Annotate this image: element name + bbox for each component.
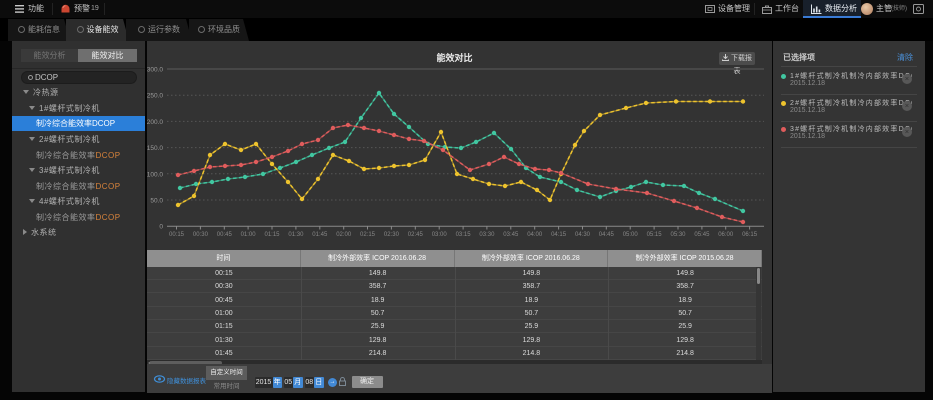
svg-text:03:15: 03:15 bbox=[456, 232, 472, 238]
svg-text:05:00: 05:00 bbox=[623, 232, 639, 238]
svg-text:03:45: 03:45 bbox=[503, 232, 519, 238]
svg-text:01:00: 01:00 bbox=[241, 232, 257, 238]
svg-text:0: 0 bbox=[159, 224, 163, 231]
svg-text:04:45: 04:45 bbox=[599, 232, 615, 238]
svg-text:04:15: 04:15 bbox=[551, 232, 567, 238]
svg-text:100.0: 100.0 bbox=[147, 171, 164, 178]
svg-text:150.0: 150.0 bbox=[147, 145, 164, 152]
svg-text:04:00: 04:00 bbox=[527, 232, 543, 238]
svg-text:01:45: 01:45 bbox=[312, 232, 328, 238]
svg-text:04:30: 04:30 bbox=[575, 232, 591, 238]
svg-text:02:00: 02:00 bbox=[336, 232, 352, 238]
svg-text:00:30: 00:30 bbox=[193, 232, 209, 238]
svg-text:03:00: 03:00 bbox=[432, 232, 448, 238]
svg-text:02:15: 02:15 bbox=[360, 232, 376, 238]
svg-text:05:30: 05:30 bbox=[670, 232, 686, 238]
svg-text:01:15: 01:15 bbox=[264, 232, 280, 238]
svg-text:05:45: 05:45 bbox=[694, 232, 710, 238]
svg-text:06:15: 06:15 bbox=[742, 232, 758, 238]
svg-text:03:30: 03:30 bbox=[479, 232, 495, 238]
svg-text:250.0: 250.0 bbox=[147, 93, 164, 100]
svg-text:50.0: 50.0 bbox=[150, 198, 163, 205]
svg-text:06:00: 06:00 bbox=[718, 232, 734, 238]
svg-text:02:45: 02:45 bbox=[408, 232, 424, 238]
svg-text:300.0: 300.0 bbox=[147, 67, 164, 74]
svg-text:00:15: 00:15 bbox=[169, 232, 185, 238]
svg-text:200.0: 200.0 bbox=[147, 119, 164, 126]
svg-text:05:15: 05:15 bbox=[647, 232, 663, 238]
svg-text:02:30: 02:30 bbox=[384, 232, 400, 238]
svg-text:01:30: 01:30 bbox=[288, 232, 304, 238]
svg-text:00:45: 00:45 bbox=[217, 232, 233, 238]
